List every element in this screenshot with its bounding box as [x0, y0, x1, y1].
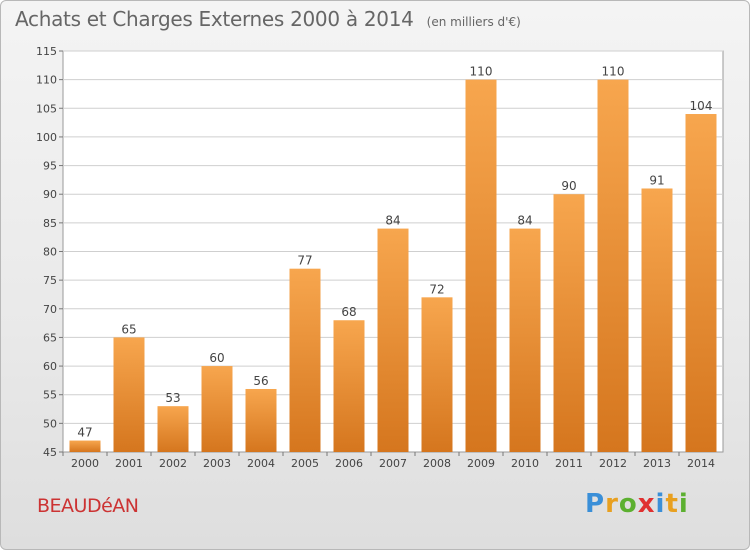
data-label: 56: [253, 374, 268, 388]
logo-letter: o: [618, 489, 638, 519]
logo-letter: x: [637, 489, 656, 519]
logo-letter: i: [655, 489, 666, 519]
y-tick-label: 85: [43, 217, 57, 230]
x-tick-label: 2001: [115, 457, 143, 470]
data-label: 84: [517, 214, 532, 228]
bar: [685, 114, 717, 452]
data-label: 77: [297, 254, 312, 268]
logo-letter: t: [665, 489, 679, 519]
logo-letter: i: [678, 489, 689, 519]
y-tick-label: 50: [43, 417, 57, 430]
y-tick-label: 70: [43, 303, 57, 316]
bar: [333, 320, 365, 452]
data-label: 110: [602, 65, 625, 79]
bar: [245, 388, 277, 452]
y-tick-label: 115: [36, 45, 57, 58]
chart-title: Achats et Charges Externes 2000 à 2014: [15, 7, 414, 31]
bar: [113, 337, 145, 452]
logo-letter: P: [585, 489, 606, 519]
proxiti-logo: Proxiti: [585, 489, 689, 519]
x-tick-label: 2010: [511, 457, 539, 470]
data-label: 90: [561, 179, 576, 193]
data-label: 72: [429, 282, 444, 296]
y-tick-label: 75: [43, 274, 57, 287]
y-tick-label: 90: [43, 188, 57, 201]
data-label: 65: [121, 322, 136, 336]
x-tick-label: 2005: [291, 457, 319, 470]
x-tick-label: 2003: [203, 457, 231, 470]
bar: [69, 440, 101, 452]
x-tick-label: 2008: [423, 457, 451, 470]
bar: [377, 228, 409, 452]
town-name: BEAUDéAN: [37, 495, 139, 517]
bar: [289, 268, 321, 452]
bar: [465, 79, 497, 453]
logo-letter: r: [605, 489, 619, 519]
y-tick-label: 100: [36, 131, 57, 144]
x-tick-label: 2004: [247, 457, 275, 470]
x-tick-label: 2000: [71, 457, 99, 470]
chart-subtitle: (en milliers d'€): [426, 15, 521, 29]
bar: [157, 406, 189, 452]
data-label: 104: [690, 99, 713, 113]
x-tick-label: 2013: [643, 457, 671, 470]
data-label: 60: [209, 351, 224, 365]
data-label: 47: [77, 426, 92, 440]
data-label: 53: [165, 391, 180, 405]
y-tick-label: 55: [43, 389, 57, 402]
bar: [641, 188, 673, 452]
y-tick-label: 95: [43, 160, 57, 173]
bar: [597, 79, 629, 453]
y-tick-label: 45: [43, 446, 57, 459]
x-tick-label: 2014: [687, 457, 715, 470]
y-tick-label: 60: [43, 360, 57, 373]
chart-title-block: Achats et Charges Externes 2000 à 2014 (…: [15, 7, 521, 31]
y-tick-label: 110: [36, 74, 57, 87]
data-label: 91: [649, 173, 664, 187]
x-tick-label: 2007: [379, 457, 407, 470]
x-tick-label: 2011: [555, 457, 583, 470]
x-tick-label: 2009: [467, 457, 495, 470]
bar: [201, 366, 233, 452]
bar: [509, 228, 541, 452]
y-tick-label: 80: [43, 246, 57, 259]
data-label: 110: [470, 65, 493, 79]
data-label: 68: [341, 305, 356, 319]
y-tick-label: 65: [43, 331, 57, 344]
bar: [421, 297, 453, 452]
x-tick-label: 2012: [599, 457, 627, 470]
x-tick-label: 2006: [335, 457, 363, 470]
y-tick-label: 105: [36, 102, 57, 115]
x-tick-label: 2002: [159, 457, 187, 470]
bar: [553, 194, 585, 452]
data-label: 84: [385, 214, 400, 228]
